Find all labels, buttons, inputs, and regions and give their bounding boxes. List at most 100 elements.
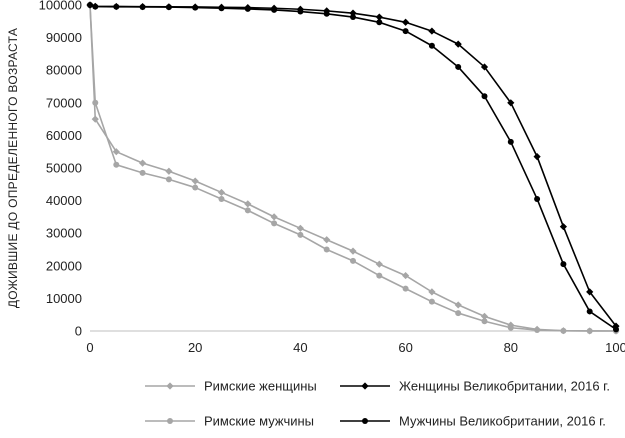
data-point [480, 63, 489, 71]
x-tick-label: 100 [605, 340, 625, 355]
data-point [271, 220, 278, 227]
y-tick-label: 70000 [46, 95, 82, 110]
series-3 [87, 2, 619, 333]
y-tick-label: 10000 [46, 291, 82, 306]
series-group [86, 1, 620, 335]
data-point [270, 213, 278, 221]
y-tick-label: 20000 [46, 258, 82, 273]
data-point [350, 257, 356, 264]
data-point [507, 138, 514, 145]
data-point [323, 10, 330, 17]
data-point [350, 14, 356, 21]
data-point [455, 310, 462, 317]
data-point [534, 195, 541, 202]
data-point [612, 322, 620, 330]
legend-item: Римские мужчины [145, 414, 314, 429]
x-tick-label: 40 [293, 340, 307, 355]
series-line [89, 4, 617, 332]
data-point [244, 200, 252, 208]
data-point [165, 167, 173, 175]
data-point [113, 3, 120, 10]
data-point [586, 288, 594, 296]
data-point [91, 115, 99, 123]
legend-label: Мужчины Великобритании, 2016 г. [399, 414, 606, 429]
data-point [559, 223, 567, 231]
y-tick-label: 30000 [46, 226, 82, 241]
y-tick-label: 50000 [46, 161, 82, 176]
data-point [428, 27, 436, 35]
y-tick-label: 40000 [46, 193, 82, 208]
data-point [139, 159, 147, 167]
data-point [297, 8, 304, 15]
data-point [507, 99, 515, 107]
data-point [428, 42, 435, 49]
x-tick-label: 20 [188, 340, 202, 355]
data-point [139, 3, 146, 10]
data-point [586, 308, 593, 315]
data-point [454, 40, 462, 48]
data-point [428, 298, 435, 305]
data-point [113, 161, 120, 168]
x-tick-label: 0 [86, 340, 93, 355]
y-axis-title: ДОЖИВШИЕ ДО ОПРЕДЕЛЕННОГО ВОЗРАСТА [6, 28, 20, 308]
data-point [481, 93, 488, 100]
data-point [92, 99, 99, 106]
data-point [402, 285, 409, 292]
data-point [218, 5, 225, 12]
series-1 [86, 1, 620, 330]
data-point [139, 169, 146, 176]
data-point [323, 246, 330, 253]
data-point [402, 18, 410, 26]
y-tick-label: 100000 [39, 0, 82, 13]
data-point [507, 324, 514, 331]
axes: 0 20 40 60 80 100 0 10000 20000 30000 40000 50000 60… [39, 0, 625, 355]
data-point [455, 63, 462, 70]
data-point [454, 301, 462, 309]
legend-swatch-marker [167, 418, 173, 424]
data-point [297, 231, 304, 238]
data-point [191, 177, 199, 185]
data-point [560, 261, 567, 268]
series-line [89, 4, 617, 327]
legend-label: Римские мужчины [204, 414, 314, 429]
data-point [375, 260, 383, 268]
data-point [376, 272, 383, 279]
data-point [560, 327, 567, 334]
data-point [533, 152, 541, 161]
data-point [402, 28, 409, 35]
data-point [217, 188, 226, 197]
series-2 [87, 2, 619, 334]
y-tick-label: 80000 [46, 63, 82, 78]
legend-item: Мужчины Великобритании, 2016 г. [340, 414, 606, 429]
series-0 [86, 1, 620, 335]
data-point [192, 184, 199, 191]
data-point [218, 195, 225, 202]
series-line [89, 4, 617, 332]
data-point [244, 207, 251, 214]
legend-swatch-marker [166, 382, 174, 390]
data-point [375, 13, 383, 21]
data-point [376, 19, 383, 26]
y-tick-label: 0 [75, 324, 82, 339]
data-point [402, 271, 410, 280]
legend-label: Римские женщины [204, 379, 317, 394]
data-point [323, 236, 331, 244]
data-point [613, 326, 619, 333]
data-point [349, 247, 357, 255]
data-point [481, 318, 488, 325]
data-point [87, 2, 93, 8]
y-tick-label: 90000 [46, 30, 82, 45]
x-tick-label: 60 [398, 340, 412, 355]
legend-label: Женщины Великобритании, 2016 г. [399, 379, 610, 394]
data-point [271, 6, 278, 13]
data-point [296, 224, 304, 232]
data-point [92, 3, 99, 10]
data-point [165, 176, 172, 183]
legend-item: Римские женщины [145, 379, 317, 394]
legend-item: Женщины Великобритании, 2016 г. [340, 379, 610, 394]
data-point [112, 148, 120, 156]
series-line [89, 4, 617, 331]
x-tick-label: 80 [504, 340, 518, 355]
legend: Римские женщины Женщины Великобритании, 2… [145, 379, 610, 429]
